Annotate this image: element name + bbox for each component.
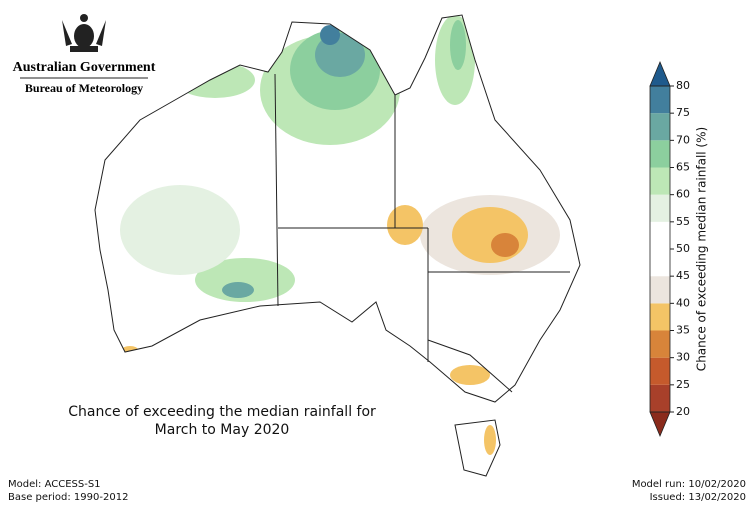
colorbar-tick-label: 75 [676,106,690,119]
colorbar-bin [650,384,670,412]
map-title: Chance of exceeding the median rainfall … [68,404,376,420]
colorbar-bin [650,140,670,168]
colorbar-bin [650,167,670,195]
colorbar-bin [650,357,670,385]
colorbar-tick-label: 35 [676,324,690,337]
colorbar-bin [650,276,670,304]
colorbar-tick-label: 45 [676,269,690,282]
colorbar-bin [650,303,670,331]
state-borders [274,73,570,393]
colorbar: 20 25 30 35 40 45 50 55 60 65 70 75 80 [649,60,690,438]
colorbar-bin [650,113,670,141]
rainfall-map [120,15,560,455]
colorbar-tick-label: 65 [676,161,690,174]
colorbar-bin [650,249,670,277]
colorbar-label: Chance of exceeding median rainfall (%) [695,127,709,371]
colorbar-tick-label: 80 [676,79,690,92]
footer-model-run: Model run: 10/02/2020 [632,479,746,490]
colorbar-tick-label: 40 [676,296,690,309]
coat-of-arms [62,14,106,52]
colorbar-bin [650,86,670,114]
footer-base-period: Base period: 1990-2012 [8,492,128,503]
bureau-name: Bureau of Meteorology [25,81,143,95]
footer-issued: Issued: 13/02/2020 [650,492,746,503]
colorbar-tick-label: 70 [676,133,690,146]
colorbar-bin [650,330,670,358]
colorbar-bin [650,221,670,249]
colorbar-tick-label: 30 [676,351,690,364]
colorbar-tick-label: 50 [676,242,690,255]
colorbar-tick-label: 20 [676,405,690,418]
map-title: March to May 2020 [155,422,290,438]
government-name: Australian Government [13,60,156,75]
colorbar-tick-label: 55 [676,215,690,228]
colorbar-tick-label: 25 [676,378,690,391]
colorbar-extend-low [649,411,671,438]
footer-model: Model: ACCESS-S1 [8,479,101,490]
colorbar-extend-high [649,60,671,87]
colorbar-bin [650,194,670,222]
colorbar-tick-label: 60 [676,188,690,201]
